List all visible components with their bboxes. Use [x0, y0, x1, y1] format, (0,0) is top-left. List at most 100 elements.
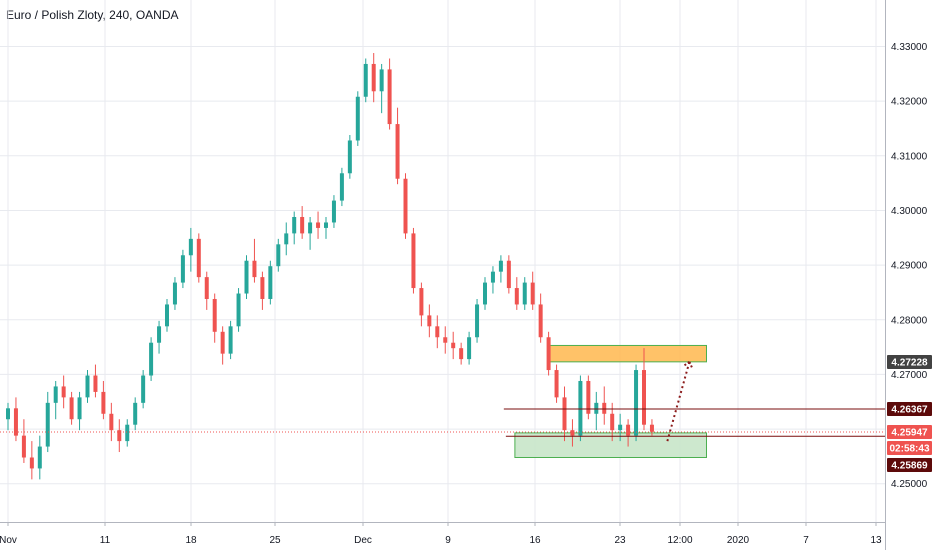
- candle-body: [204, 277, 209, 299]
- candle-body: [77, 397, 82, 420]
- candle-body: [220, 331, 225, 354]
- price-tag-bg: [887, 440, 932, 455]
- candle-body: [411, 233, 416, 289]
- candle-body: [180, 255, 185, 283]
- candle-body: [530, 282, 535, 305]
- x-tick-label: 25: [269, 535, 281, 546]
- candle-body: [339, 173, 344, 201]
- candle-body: [570, 430, 575, 436]
- candle-body: [284, 233, 289, 245]
- y-tick-label: 4.31000: [891, 151, 928, 162]
- candle-body: [37, 446, 42, 469]
- candle: [220, 326, 225, 365]
- candle-body: [578, 380, 583, 436]
- candle-body: [419, 288, 424, 316]
- candle: [427, 304, 432, 338]
- candle: [634, 364, 639, 442]
- x-tick-label: 12:00: [667, 535, 692, 546]
- x-tick-label: 13: [870, 535, 882, 546]
- candle-body: [522, 282, 527, 305]
- candle: [93, 364, 98, 398]
- y-tick-label: 4.33000: [891, 42, 928, 53]
- candle: [252, 238, 257, 283]
- candle-body: [260, 277, 265, 299]
- candle: [125, 419, 130, 447]
- candle-body: [101, 391, 106, 414]
- candle-body: [610, 413, 615, 431]
- candle: [649, 419, 654, 436]
- price-tags: 4.27228 4.26367 4.25947 02:58:43 4.25869: [887, 354, 932, 472]
- candle: [419, 282, 424, 327]
- candle-body: [634, 370, 639, 436]
- candle: [331, 195, 336, 228]
- candle-body: [133, 402, 138, 425]
- chart-title: Euro / Polish Zloty, 240, OANDA: [6, 8, 179, 22]
- candle-body: [324, 222, 328, 228]
- candle-body: [538, 304, 543, 338]
- y-tick-label: 4.28000: [891, 315, 928, 326]
- candle: [37, 435, 42, 480]
- candle: [109, 402, 114, 442]
- candle: [642, 348, 646, 431]
- price-tag-bg: [887, 424, 932, 439]
- candle: [13, 397, 18, 442]
- candles: [6, 53, 654, 480]
- candle-body: [483, 282, 487, 305]
- x-tick-label: 7: [803, 535, 809, 546]
- candle-body: [626, 424, 631, 436]
- candle-body: [13, 408, 18, 436]
- candle: [586, 375, 591, 420]
- candle: [570, 419, 575, 447]
- candle: [6, 402, 10, 431]
- candle-body: [157, 326, 162, 343]
- candle: [236, 288, 241, 332]
- price-tag-label: 02:58:43: [889, 443, 929, 454]
- candle: [355, 91, 360, 146]
- candle-body: [292, 216, 297, 234]
- candle-body: [141, 375, 146, 403]
- candle: [387, 58, 392, 130]
- arrow-head: [688, 361, 694, 370]
- x-tick-label: Nov: [0, 535, 17, 546]
- candle-body: [467, 337, 472, 360]
- candle-body: [117, 430, 122, 442]
- candle-body: [475, 304, 480, 338]
- x-tick-label: 11: [100, 535, 111, 546]
- candle-body: [642, 370, 646, 425]
- candle: [522, 277, 527, 310]
- candle: [538, 293, 543, 343]
- candle: [85, 370, 90, 403]
- candle: [45, 391, 50, 453]
- candle-body: [514, 288, 519, 305]
- price-tag-bg: [887, 402, 932, 417]
- x-tick-label: 2020: [727, 535, 750, 546]
- candle: [594, 391, 599, 431]
- candle: [149, 337, 154, 381]
- candle: [483, 277, 487, 310]
- candle: [443, 326, 448, 354]
- candle: [379, 63, 384, 114]
- candle: [411, 227, 416, 294]
- candle: [626, 419, 631, 447]
- candle-body: [29, 457, 34, 469]
- y-tick-label: 4.32000: [891, 97, 928, 108]
- candle-body: [347, 140, 352, 174]
- candle-body: [435, 326, 440, 338]
- price-tag-label: 4.27228: [891, 357, 928, 368]
- candle: [395, 107, 400, 185]
- candle-body: [443, 337, 448, 343]
- candle: [196, 233, 201, 283]
- candle: [475, 298, 480, 343]
- candle-body: [85, 375, 90, 398]
- candle: [347, 135, 352, 179]
- y-tick-label: 4.25000: [891, 479, 928, 490]
- x-tick-label: 18: [185, 535, 197, 546]
- y-tick-label: 4.29000: [891, 261, 928, 272]
- candle: [300, 206, 305, 239]
- price-tag-label: 4.26367: [891, 405, 928, 416]
- price-tag: 4.27228: [887, 354, 932, 369]
- x-tick-label: 9: [445, 535, 451, 546]
- x-tick-label: 16: [529, 535, 541, 546]
